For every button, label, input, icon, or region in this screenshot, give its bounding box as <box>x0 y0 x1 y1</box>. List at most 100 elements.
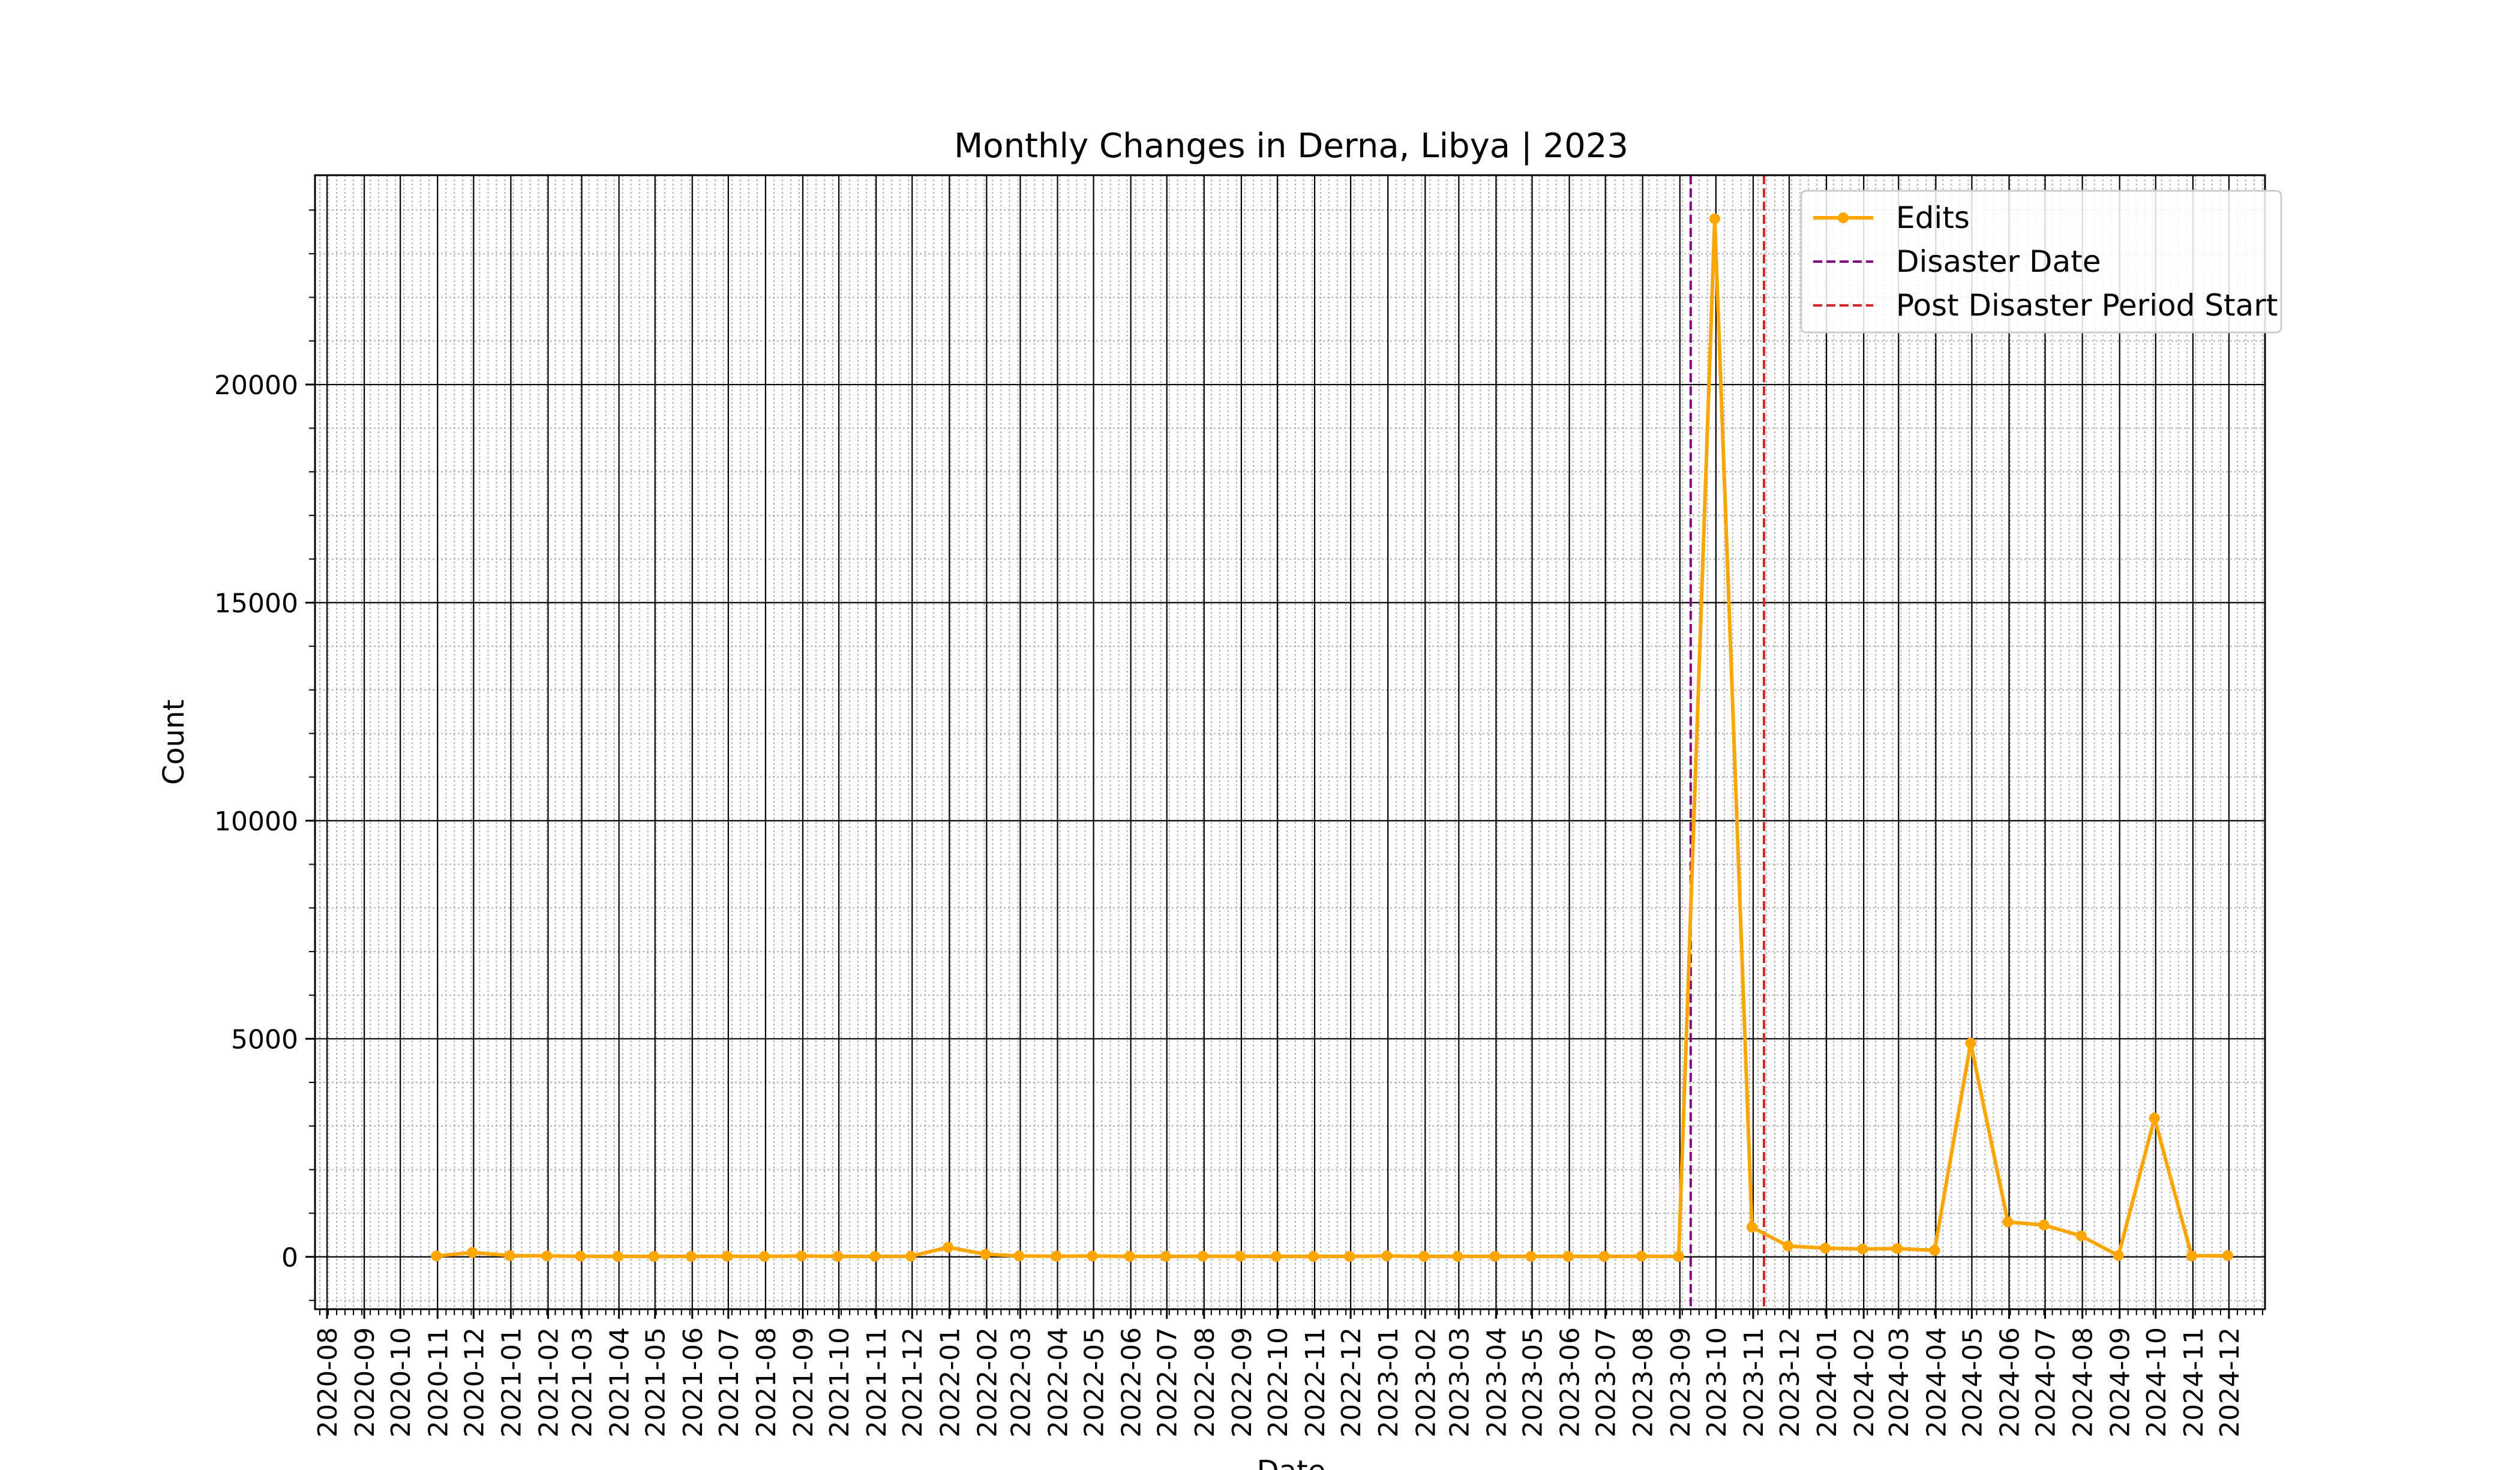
x-axis-ticks: 2020-08 2020-09 2020-10 2020-11 2020-12 2021-… <box>313 1309 2263 1438</box>
data-point <box>905 1250 917 1262</box>
x-tick-label: 2024-01 <box>1812 1327 1843 1438</box>
x-tick-label: 2021-02 <box>533 1327 564 1438</box>
data-point <box>541 1250 553 1262</box>
x-tick-label: 2024-06 <box>1994 1327 2025 1438</box>
data-point <box>1636 1250 1647 1262</box>
data-point <box>796 1250 807 1262</box>
data-point <box>1746 1222 1757 1233</box>
x-tick-label: 2023-02 <box>1411 1327 1441 1438</box>
legend-box <box>1800 190 2282 334</box>
data-point <box>1381 1250 1393 1262</box>
x-tick-label: 2020-11 <box>423 1327 454 1438</box>
x-tick-label: 2024-11 <box>2179 1327 2209 1438</box>
x-tick-label: 2020-10 <box>386 1327 416 1438</box>
data-point <box>1124 1251 1135 1262</box>
data-point <box>980 1249 991 1260</box>
x-tick-label: 2022-06 <box>1117 1327 1147 1438</box>
data-point <box>1562 1251 1574 1262</box>
data-point <box>721 1250 733 1262</box>
x-tick-label: 2022-11 <box>1300 1327 1331 1438</box>
x-tick-label: 2021-04 <box>605 1327 635 1438</box>
x-tick-label: 2023-12 <box>1775 1327 1805 1438</box>
major-grid <box>315 175 2265 1309</box>
x-tick-label: 2023-07 <box>1591 1327 1622 1438</box>
data-point <box>504 1250 515 1261</box>
data-point <box>758 1251 770 1262</box>
x-tick-label: 2024-03 <box>1884 1327 1915 1438</box>
series-line <box>436 217 2228 1258</box>
data-point <box>1344 1251 1355 1262</box>
x-tick-label: 2023-10 <box>1702 1327 1732 1438</box>
legend-marker <box>1838 212 1849 223</box>
data-point <box>1525 1251 1537 1262</box>
plot-area <box>315 175 2265 1309</box>
x-tick-label: 2021-06 <box>678 1327 709 1438</box>
x-tick-label: 2021-08 <box>751 1327 782 1438</box>
x-tick-label: 2021-12 <box>898 1327 928 1438</box>
x-tick-label: 2024-02 <box>1849 1327 1880 1438</box>
legend-label: Edits <box>1896 200 1970 235</box>
y-tick-label: 10000 <box>214 806 298 837</box>
data-point <box>1673 1251 1684 1262</box>
chart-title: Monthly Changes in Derna, Libya | 2023 <box>954 127 1628 166</box>
x-tick-label: 2020-08 <box>313 1327 343 1438</box>
x-tick-label: 2024-04 <box>1921 1327 1952 1438</box>
x-tick-label: 2023-05 <box>1517 1327 1548 1438</box>
legend-label: Post Disaster Period Start <box>1896 288 2278 323</box>
x-tick-label: 2024-12 <box>2215 1327 2245 1438</box>
x-tick-label: 2021-03 <box>568 1327 598 1438</box>
data-point <box>1013 1250 1025 1262</box>
x-tick-label: 2023-09 <box>1666 1327 1696 1438</box>
x-tick-label: 2021-11 <box>862 1327 892 1438</box>
data-point <box>2186 1250 2197 1262</box>
data-point <box>1418 1251 1430 1262</box>
data-point <box>2038 1219 2050 1231</box>
x-axis-label: Date <box>1257 1454 1326 1470</box>
x-tick-label: 2022-01 <box>935 1327 965 1438</box>
data-point <box>2075 1230 2087 1241</box>
data-point <box>1783 1240 1794 1252</box>
x-tick-label: 2021-05 <box>641 1327 671 1438</box>
data-point <box>1452 1251 1463 1262</box>
x-tick-label: 2023-04 <box>1481 1327 1512 1438</box>
x-tick-label: 2024-05 <box>1957 1327 1988 1438</box>
data-point <box>943 1241 954 1253</box>
data-point <box>2002 1216 2014 1228</box>
y-axis-label: Count <box>157 700 191 785</box>
data-point <box>1160 1251 1171 1262</box>
data-point <box>1820 1243 1831 1254</box>
y-tick-label: 15000 <box>214 588 298 619</box>
data-point <box>612 1251 623 1262</box>
data-point <box>1489 1251 1501 1262</box>
data-point <box>869 1251 881 1262</box>
x-tick-label: 2023-08 <box>1628 1327 1659 1438</box>
x-tick-label: 2022-02 <box>972 1327 1003 1438</box>
plot-frame <box>314 174 2266 1310</box>
x-tick-label: 2024-07 <box>2031 1327 2062 1438</box>
x-tick-label: 2022-03 <box>1006 1327 1036 1438</box>
data-point <box>1051 1250 1062 1262</box>
data-point <box>1598 1251 1610 1262</box>
series-edits <box>431 213 2233 1262</box>
x-tick-label: 2023-11 <box>1739 1327 1769 1438</box>
data-point <box>1197 1250 1208 1262</box>
x-tick-label: 2021-01 <box>496 1327 527 1438</box>
x-tick-label: 2023-03 <box>1444 1327 1475 1438</box>
reference-lines <box>1689 175 1765 1309</box>
x-tick-label: 2020-12 <box>459 1327 490 1438</box>
x-tick-label: 2021-07 <box>714 1327 745 1438</box>
data-point <box>1308 1251 1319 1262</box>
data-point <box>2113 1250 2124 1261</box>
x-tick-label: 2022-07 <box>1153 1327 1183 1438</box>
x-tick-label: 2024-09 <box>2105 1327 2136 1438</box>
data-point <box>1929 1244 1940 1256</box>
data-point <box>2149 1112 2160 1124</box>
x-tick-label: 2022-05 <box>1079 1327 1110 1438</box>
data-point <box>1709 213 1720 224</box>
x-tick-label: 2023-01 <box>1373 1327 1404 1438</box>
data-point <box>1965 1037 1976 1049</box>
legend: Edits Disaster Date Post Disaster Period S… <box>1800 190 2282 334</box>
x-tick-label: 2023-06 <box>1555 1327 1586 1438</box>
data-point <box>467 1247 478 1258</box>
